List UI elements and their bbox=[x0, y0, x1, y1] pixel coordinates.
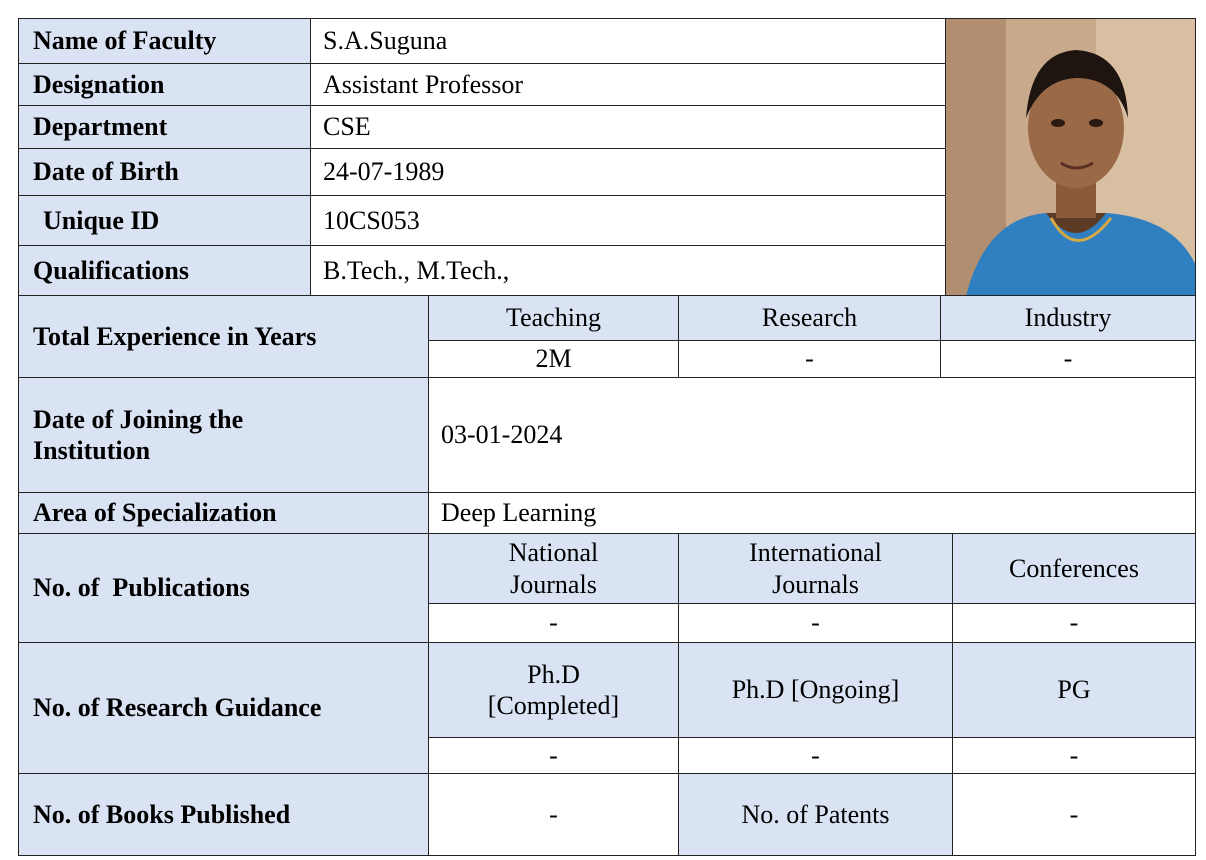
header-cell: Ph.D [Ongoing] bbox=[678, 642, 953, 738]
value-cell: S.A.Suguna bbox=[310, 18, 946, 64]
value-cell: 24-07-1989 bbox=[310, 148, 946, 196]
value-cell: 10CS053 bbox=[310, 195, 946, 246]
label-cell: Unique ID bbox=[18, 195, 311, 246]
label-cell: Designation bbox=[18, 63, 311, 106]
value-cell: B.Tech., M.Tech., bbox=[310, 245, 946, 296]
label-cell: Area of Specialization bbox=[18, 492, 429, 534]
label-cell: No. of Publications bbox=[18, 533, 429, 643]
label-cell: Name of Faculty bbox=[18, 18, 311, 64]
value-cell: - bbox=[952, 773, 1196, 856]
value-cell: - bbox=[428, 773, 679, 856]
label-cell: Total Experience in Years bbox=[18, 295, 429, 378]
label-cell: Date of Joining the Institution bbox=[18, 377, 429, 493]
header-cell: Ph.D [Completed] bbox=[428, 642, 679, 738]
value-cell: CSE bbox=[310, 105, 946, 149]
label-cell: Date of Birth bbox=[18, 148, 311, 196]
label-cell: No. of Research Guidance bbox=[18, 642, 429, 774]
value-cell: 03-01-2024 bbox=[428, 377, 1196, 493]
header-cell: National Journals bbox=[428, 533, 679, 604]
header-cell: PG bbox=[952, 642, 1196, 738]
value-cell: - bbox=[940, 340, 1196, 378]
value-cell: - bbox=[678, 603, 953, 643]
label-cell: No. of Patents bbox=[678, 773, 953, 856]
header-cell: Industry bbox=[940, 295, 1196, 341]
value-cell: - bbox=[952, 737, 1196, 774]
value-cell: 2M bbox=[428, 340, 679, 378]
header-cell: Conferences bbox=[952, 533, 1196, 604]
label-cell: Qualifications bbox=[18, 245, 311, 296]
value-cell: - bbox=[428, 603, 679, 643]
header-cell: Research bbox=[678, 295, 941, 341]
value-cell: - bbox=[428, 737, 679, 774]
value-cell: - bbox=[952, 603, 1196, 643]
photo-illustration bbox=[946, 19, 1195, 295]
value-cell: Assistant Professor bbox=[310, 63, 946, 106]
header-cell: Teaching bbox=[428, 295, 679, 341]
label-cell: No. of Books Published bbox=[18, 773, 429, 856]
photo bbox=[945, 18, 1196, 296]
value-cell: - bbox=[678, 340, 941, 378]
value-cell: Deep Learning bbox=[428, 492, 1196, 534]
value-cell: - bbox=[678, 737, 953, 774]
header-cell: International Journals bbox=[678, 533, 953, 604]
label-cell: Department bbox=[18, 105, 311, 149]
